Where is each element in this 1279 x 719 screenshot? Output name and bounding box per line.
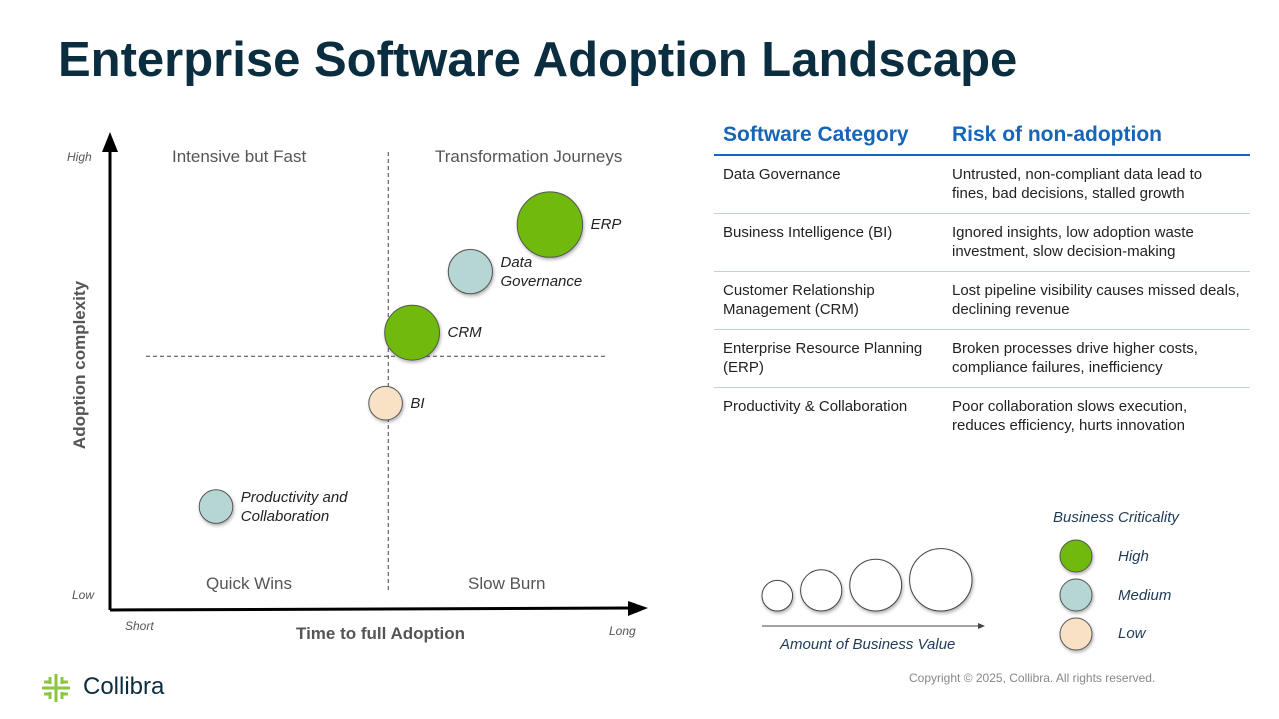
bubble-label: ERP xyxy=(591,215,622,234)
x-axis-arrow xyxy=(628,601,648,616)
bubble-label-line: Collaboration xyxy=(240,507,330,525)
size-legend-circle xyxy=(849,558,903,612)
x-tick-long: Long xyxy=(609,624,636,638)
criticality-legend-high xyxy=(1059,539,1093,573)
risk-table: Software Category Risk of non-adoption D… xyxy=(714,118,1250,445)
y-tick-low: Low xyxy=(72,588,95,602)
category-cell: Data Governance xyxy=(714,155,943,214)
size-legend-circle xyxy=(800,569,843,612)
category-cell: Customer Relationship Management (CRM) xyxy=(714,271,943,330)
table-header-row: Software Category Risk of non-adoption xyxy=(714,118,1250,156)
criticality-legend-low xyxy=(1059,617,1093,651)
legend-label-low: Low xyxy=(1118,625,1146,642)
bubble-label: Data Governance xyxy=(501,253,583,291)
quadrant-label-bottom-right: Slow Burn xyxy=(468,574,546,593)
x-tick-short: Short xyxy=(125,619,154,633)
bubble-label-line: BI xyxy=(410,394,425,412)
y-axis-label: Adoption complexity xyxy=(70,280,89,450)
size-legend-circle xyxy=(761,579,794,612)
bubble-label-line: Productivity and xyxy=(240,488,348,506)
bubble-crm xyxy=(384,304,441,361)
criticality-legend-title: Business Criticality xyxy=(1053,509,1179,526)
bubble-label-line: Governance xyxy=(500,272,583,290)
bubble-label: Productivity and Collaboration xyxy=(241,488,348,526)
bubble-label-line: ERP xyxy=(590,216,622,234)
category-cell: Enterprise Resource Planning (ERP) xyxy=(714,329,943,388)
risk-cell: Poor collaboration slows execution, redu… xyxy=(952,398,1188,434)
y-tick-high: High xyxy=(67,150,92,164)
table-row: Customer Relationship Management (CRM) Lo… xyxy=(714,271,1250,330)
bubble-label-line: Data xyxy=(500,253,533,271)
table-row: Enterprise Resource Planning (ERP) Broken… xyxy=(714,329,1250,388)
quadrant-label-bottom-left: Quick Wins xyxy=(206,574,292,593)
category-cell: Business Intelligence (BI) xyxy=(714,213,943,272)
bubble-data-governance xyxy=(447,249,493,295)
risk-cell: Broken processes drive higher costs, com… xyxy=(943,329,1250,388)
y-axis-arrow xyxy=(102,132,118,152)
table-row: Data Governance Untrusted, non-compliant … xyxy=(714,155,1250,214)
risk-cell: Ignored insights, low adoption waste inv… xyxy=(943,213,1250,272)
table-row: Business Intelligence (BI) Ignored insigh… xyxy=(714,213,1250,272)
x-axis-label: Time to full Adoption xyxy=(296,624,466,643)
table-row: Productivity & Collaboration Poor collabo… xyxy=(714,388,1250,446)
quadrant-label-top-right: Transformation Journeys xyxy=(435,147,623,166)
column-header: Risk of non-adoption xyxy=(943,118,1250,156)
collibra-logo-text: Collibra xyxy=(83,673,165,700)
legend-label-high: High xyxy=(1118,548,1149,565)
category-cell: Productivity & Collaboration xyxy=(723,398,908,415)
copyright: Copyright © 2025, Collibra. All rights r… xyxy=(909,671,1156,685)
quadrant-label-top-left: Intensive but Fast xyxy=(172,147,307,166)
criticality-legend-medium xyxy=(1059,578,1093,612)
risk-cell: Lost pipeline visibility causes missed d… xyxy=(943,271,1250,330)
page-title: Enterprise Software Adoption Landscape xyxy=(58,33,1018,87)
risk-cell: Untrusted, non-compliant data lead to fi… xyxy=(943,155,1250,214)
column-header: Software Category xyxy=(714,118,943,156)
bubble-label: CRM xyxy=(448,323,482,342)
collibra-logo-icon xyxy=(42,674,70,702)
bubble-label-line: CRM xyxy=(447,324,482,342)
bubble-bi xyxy=(368,385,403,421)
legend-label-medium: Medium xyxy=(1118,587,1172,604)
size-legend-circle xyxy=(909,548,973,612)
size-legend-arrowhead xyxy=(978,623,985,629)
bubble-productivity-and-collaboration xyxy=(198,489,234,524)
size-legend-title: Amount of Business Value xyxy=(780,636,956,653)
bubble-erp xyxy=(516,191,584,258)
x-axis xyxy=(109,606,631,612)
bubble-label: BI xyxy=(410,394,424,413)
